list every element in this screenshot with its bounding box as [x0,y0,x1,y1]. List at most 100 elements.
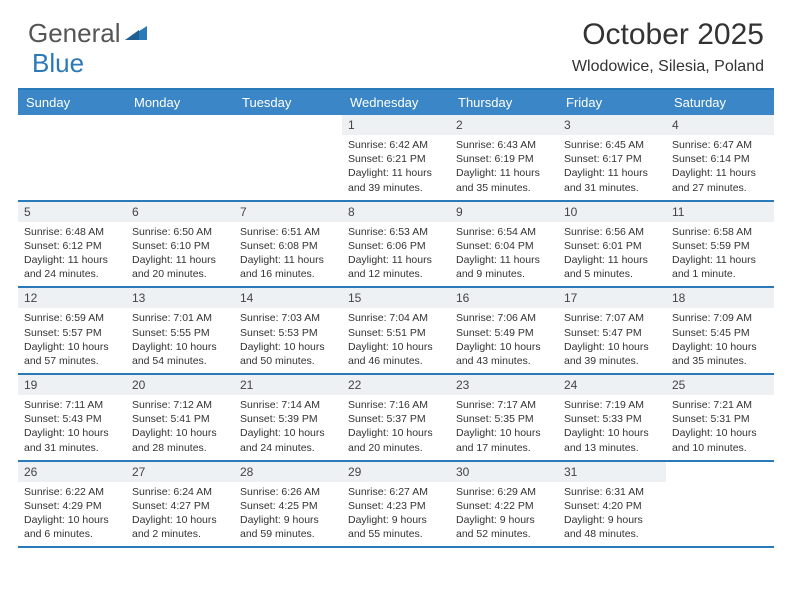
week-row: 26Sunrise: 6:22 AMSunset: 4:29 PMDayligh… [18,462,774,549]
day-body: Sunrise: 7:07 AMSunset: 5:47 PMDaylight:… [558,308,666,373]
day-cell: 19Sunrise: 7:11 AMSunset: 5:43 PMDayligh… [18,375,126,460]
daylight-line: Daylight: 10 hours and 6 minutes. [24,513,120,541]
sunset-line: Sunset: 5:41 PM [132,412,228,426]
day-cell: 26Sunrise: 6:22 AMSunset: 4:29 PMDayligh… [18,462,126,547]
sunrise-line: Sunrise: 6:53 AM [348,225,444,239]
day-number: 18 [666,288,774,308]
sunrise-line: Sunrise: 7:17 AM [456,398,552,412]
day-body: Sunrise: 7:01 AMSunset: 5:55 PMDaylight:… [126,308,234,373]
day-body: Sunrise: 6:27 AMSunset: 4:23 PMDaylight:… [342,482,450,547]
sunset-line: Sunset: 6:17 PM [564,152,660,166]
day-number: 19 [18,375,126,395]
day-cell: 17Sunrise: 7:07 AMSunset: 5:47 PMDayligh… [558,288,666,373]
day-number: 21 [234,375,342,395]
day-body: Sunrise: 6:29 AMSunset: 4:22 PMDaylight:… [450,482,558,547]
daylight-line: Daylight: 11 hours and 35 minutes. [456,166,552,194]
sunset-line: Sunset: 5:47 PM [564,326,660,340]
sunset-line: Sunset: 5:35 PM [456,412,552,426]
day-body: Sunrise: 7:17 AMSunset: 5:35 PMDaylight:… [450,395,558,460]
daylight-line: Daylight: 10 hours and 13 minutes. [564,426,660,454]
day-body: Sunrise: 7:03 AMSunset: 5:53 PMDaylight:… [234,308,342,373]
sunrise-line: Sunrise: 6:22 AM [24,485,120,499]
sunrise-line: Sunrise: 7:01 AM [132,311,228,325]
sunset-line: Sunset: 4:25 PM [240,499,336,513]
sunset-line: Sunset: 5:49 PM [456,326,552,340]
sunset-line: Sunset: 4:22 PM [456,499,552,513]
day-cell: 9Sunrise: 6:54 AMSunset: 6:04 PMDaylight… [450,202,558,287]
day-cell: 20Sunrise: 7:12 AMSunset: 5:41 PMDayligh… [126,375,234,460]
day-number: 10 [558,202,666,222]
sunset-line: Sunset: 5:53 PM [240,326,336,340]
day-body: Sunrise: 7:16 AMSunset: 5:37 PMDaylight:… [342,395,450,460]
day-body: Sunrise: 6:43 AMSunset: 6:19 PMDaylight:… [450,135,558,200]
day-body: Sunrise: 7:06 AMSunset: 5:49 PMDaylight:… [450,308,558,373]
day-body: Sunrise: 7:21 AMSunset: 5:31 PMDaylight:… [666,395,774,460]
sunrise-line: Sunrise: 6:48 AM [24,225,120,239]
day-cell: 27Sunrise: 6:24 AMSunset: 4:27 PMDayligh… [126,462,234,547]
day-cell: 13Sunrise: 7:01 AMSunset: 5:55 PMDayligh… [126,288,234,373]
daylight-line: Daylight: 10 hours and 2 minutes. [132,513,228,541]
day-number [126,115,234,135]
sunrise-line: Sunrise: 7:06 AM [456,311,552,325]
daylight-line: Daylight: 9 hours and 48 minutes. [564,513,660,541]
daylight-line: Daylight: 10 hours and 17 minutes. [456,426,552,454]
sunset-line: Sunset: 4:23 PM [348,499,444,513]
daylight-line: Daylight: 11 hours and 12 minutes. [348,253,444,281]
day-cell: 7Sunrise: 6:51 AMSunset: 6:08 PMDaylight… [234,202,342,287]
sunrise-line: Sunrise: 6:51 AM [240,225,336,239]
sunset-line: Sunset: 5:59 PM [672,239,768,253]
day-number: 25 [666,375,774,395]
dow-saturday: Saturday [666,90,774,115]
sunset-line: Sunset: 6:01 PM [564,239,660,253]
title-block: October 2025 Wlodowice, Silesia, Poland [572,18,764,76]
dow-row: SundayMondayTuesdayWednesdayThursdayFrid… [18,90,774,115]
sunset-line: Sunset: 5:57 PM [24,326,120,340]
day-number: 5 [18,202,126,222]
day-number [18,115,126,135]
day-number: 12 [18,288,126,308]
day-cell: 14Sunrise: 7:03 AMSunset: 5:53 PMDayligh… [234,288,342,373]
logo-mark-icon [125,18,147,49]
day-number [234,115,342,135]
sunset-line: Sunset: 6:06 PM [348,239,444,253]
day-number: 31 [558,462,666,482]
sunset-line: Sunset: 5:55 PM [132,326,228,340]
sunset-line: Sunset: 5:51 PM [348,326,444,340]
week-row: 19Sunrise: 7:11 AMSunset: 5:43 PMDayligh… [18,375,774,462]
sunrise-line: Sunrise: 6:24 AM [132,485,228,499]
sunrise-line: Sunrise: 6:47 AM [672,138,768,152]
day-body: Sunrise: 7:09 AMSunset: 5:45 PMDaylight:… [666,308,774,373]
day-number: 22 [342,375,450,395]
daylight-line: Daylight: 10 hours and 43 minutes. [456,340,552,368]
day-number: 7 [234,202,342,222]
daylight-line: Daylight: 11 hours and 31 minutes. [564,166,660,194]
sunrise-line: Sunrise: 7:12 AM [132,398,228,412]
sunset-line: Sunset: 5:33 PM [564,412,660,426]
day-number: 20 [126,375,234,395]
day-number: 8 [342,202,450,222]
daylight-line: Daylight: 10 hours and 24 minutes. [240,426,336,454]
day-number: 13 [126,288,234,308]
day-body: Sunrise: 6:48 AMSunset: 6:12 PMDaylight:… [18,222,126,287]
sunrise-line: Sunrise: 7:21 AM [672,398,768,412]
day-body: Sunrise: 6:51 AMSunset: 6:08 PMDaylight:… [234,222,342,287]
day-body: Sunrise: 6:56 AMSunset: 6:01 PMDaylight:… [558,222,666,287]
day-body: Sunrise: 6:59 AMSunset: 5:57 PMDaylight:… [18,308,126,373]
sunset-line: Sunset: 6:08 PM [240,239,336,253]
day-cell: 29Sunrise: 6:27 AMSunset: 4:23 PMDayligh… [342,462,450,547]
sunrise-line: Sunrise: 6:50 AM [132,225,228,239]
day-cell: 21Sunrise: 7:14 AMSunset: 5:39 PMDayligh… [234,375,342,460]
week-row: 5Sunrise: 6:48 AMSunset: 6:12 PMDaylight… [18,202,774,289]
day-number: 15 [342,288,450,308]
sunset-line: Sunset: 6:10 PM [132,239,228,253]
daylight-line: Daylight: 11 hours and 24 minutes. [24,253,120,281]
day-number [666,462,774,482]
day-body: Sunrise: 6:47 AMSunset: 6:14 PMDaylight:… [666,135,774,200]
day-number: 16 [450,288,558,308]
sunrise-line: Sunrise: 7:19 AM [564,398,660,412]
day-number: 26 [18,462,126,482]
day-cell [126,115,234,200]
day-body: Sunrise: 6:53 AMSunset: 6:06 PMDaylight:… [342,222,450,287]
sunrise-line: Sunrise: 6:42 AM [348,138,444,152]
daylight-line: Daylight: 11 hours and 39 minutes. [348,166,444,194]
